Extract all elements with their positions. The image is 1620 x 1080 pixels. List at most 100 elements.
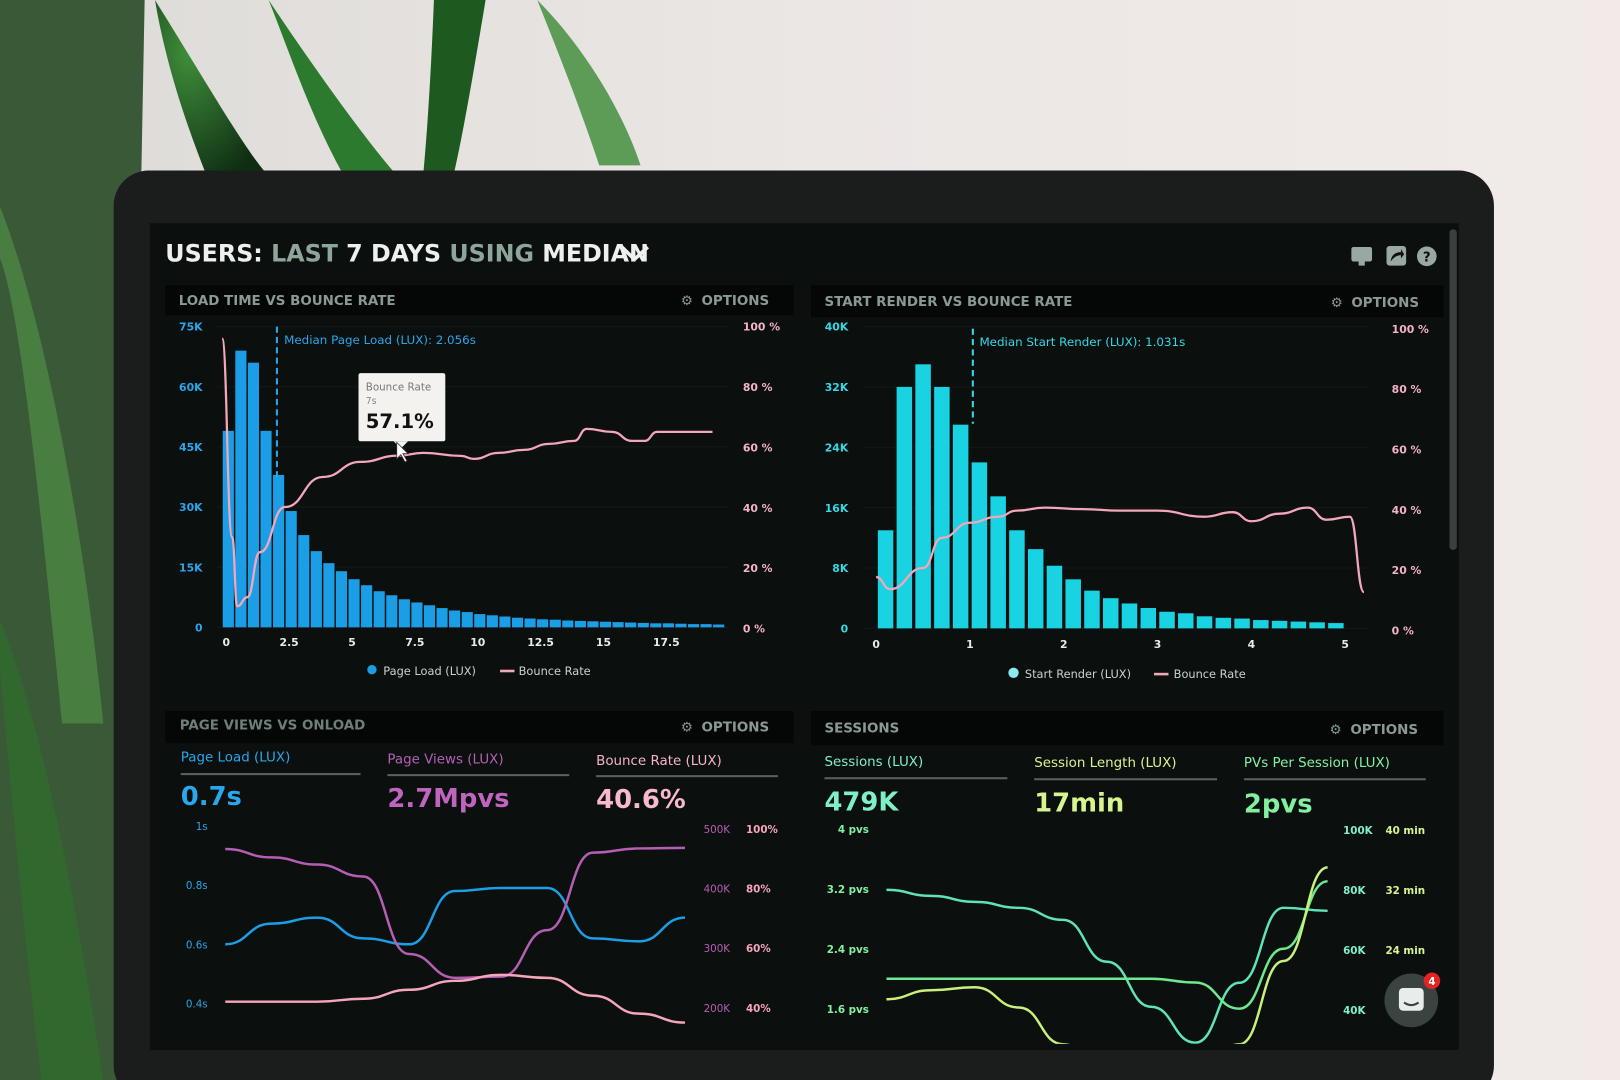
y-tick-right: 0 % xyxy=(743,622,765,635)
y-tick-right: 80 % xyxy=(1392,383,1422,396)
load-time-panel-header: LOAD TIME VS BOUNCE RATE ⚙ OPTIONS xyxy=(165,285,794,316)
y-tick-left: 45K xyxy=(179,441,203,454)
plant-leaves xyxy=(0,0,641,1080)
metric-bounce-rate[interactable]: Bounce Rate (LUX) 40.6% xyxy=(596,754,778,815)
y-tick-left: 4 pvs xyxy=(838,824,869,836)
gear-icon[interactable]: ⚙ xyxy=(1330,723,1342,738)
metric-label[interactable]: Session Length (LUX) xyxy=(1034,756,1176,771)
tooltip-title: Bounce Rate xyxy=(366,382,431,394)
help-icon[interactable]: ? xyxy=(1416,246,1437,267)
x-tick: 3 xyxy=(1154,638,1162,651)
metric-label[interactable]: Sessions (LUX) xyxy=(824,755,923,770)
legend-item[interactable]: Start Render (LUX) xyxy=(1025,667,1131,681)
legend-load-time: Page Load (LUX) Bounce Rate xyxy=(367,664,591,678)
x-tick: 12.5 xyxy=(527,636,554,649)
series-line xyxy=(886,866,1328,1044)
metric-pvs-per-session[interactable]: PVs Per Session (LUX) 2pvs xyxy=(1243,756,1426,819)
y-tick-left: 60K xyxy=(179,381,203,394)
y-tick-right: 20 % xyxy=(1392,564,1422,577)
histogram-bar xyxy=(386,595,398,628)
y-tick-right: 100 % xyxy=(743,321,780,334)
metric-label[interactable]: Page Load (LUX) xyxy=(181,751,291,766)
tooltip: Bounce Rate 7s 57.1% xyxy=(358,373,446,449)
histogram-bar xyxy=(348,579,360,628)
histogram-bar xyxy=(1215,617,1232,629)
series-line xyxy=(886,880,1328,1010)
histogram-bar xyxy=(562,620,574,628)
scrollbar-thumb[interactable] xyxy=(1449,229,1457,550)
chevron-down-icon[interactable] xyxy=(620,245,650,262)
y-tick-right: 40K xyxy=(1343,1005,1366,1017)
histogram-bar xyxy=(1140,607,1157,629)
share-icon[interactable] xyxy=(1386,245,1407,266)
options-button[interactable]: ⚙ OPTIONS xyxy=(681,721,769,736)
metric-page-views[interactable]: Page Views (LUX) 2.7Mpvs xyxy=(387,753,570,814)
options-button[interactable]: ⚙ OPTIONS xyxy=(1330,723,1418,738)
gear-icon[interactable]: ⚙ xyxy=(681,294,693,309)
histogram-bar xyxy=(877,530,894,629)
monitor-icon[interactable] xyxy=(1351,247,1373,266)
options-label[interactable]: OPTIONS xyxy=(1350,723,1418,738)
y-tick-left: 40K xyxy=(825,321,849,334)
histogram-bar xyxy=(411,602,423,628)
x-tick: 2 xyxy=(1060,638,1068,651)
gear-icon[interactable]: ⚙ xyxy=(1331,296,1343,311)
y-tick-left: 30K xyxy=(179,501,203,514)
histogram-bar xyxy=(222,430,234,628)
panel-title: START RENDER VS BOUNCE RATE xyxy=(824,295,1072,310)
options-button[interactable]: ⚙ OPTIONS xyxy=(681,294,769,309)
x-tick: 5 xyxy=(1341,638,1349,651)
histogram-bar xyxy=(398,599,410,628)
y-tick-left: 3.2 pvs xyxy=(827,884,869,896)
histogram-bar xyxy=(1065,579,1081,629)
metric-label[interactable]: Page Views (LUX) xyxy=(387,753,503,768)
histogram-bar xyxy=(1121,603,1138,629)
legend-item[interactable]: Page Load (LUX) xyxy=(383,664,476,678)
y-tick-right: 80 % xyxy=(743,381,773,394)
histogram-bar xyxy=(700,624,712,628)
metric-label[interactable]: PVs Per Session (LUX) xyxy=(1244,756,1390,771)
legend-item[interactable]: Bounce Rate xyxy=(1174,667,1246,681)
panel-title: PAGE VIEWS VS ONLOAD xyxy=(180,719,366,734)
histogram-bar xyxy=(247,362,260,628)
metric-sessions[interactable]: Sessions (LUX) 479K xyxy=(824,755,1008,817)
legend-dot xyxy=(367,665,377,675)
page-title[interactable]: USERS: LAST 7 DAYS USING MEDIAN xyxy=(165,239,649,267)
y-tick-right: 60K xyxy=(1343,945,1366,957)
histogram-bar xyxy=(1290,621,1307,629)
histogram-bar xyxy=(650,623,662,628)
histogram-bar xyxy=(1309,622,1325,629)
options-button[interactable]: ⚙ OPTIONS xyxy=(1331,296,1419,311)
histogram-bar xyxy=(915,364,931,629)
series-line xyxy=(225,973,685,1024)
metric-label[interactable]: Bounce Rate (LUX) xyxy=(596,754,722,769)
mouse-cursor-icon xyxy=(396,441,410,463)
page-views-panel-header: PAGE VIEWS VS ONLOAD ⚙ OPTIONS xyxy=(165,711,794,744)
chat-icon xyxy=(1398,988,1424,1011)
legend-item[interactable]: Bounce Rate xyxy=(519,664,591,678)
metric-page-load[interactable]: Page Load (LUX) 0.7s xyxy=(180,751,361,812)
histogram-bar xyxy=(461,612,473,628)
y-tick-right: 60 % xyxy=(743,441,773,454)
x-tick: 15 xyxy=(596,636,611,649)
options-label[interactable]: OPTIONS xyxy=(702,721,770,736)
histogram-bar xyxy=(971,462,988,629)
series-line xyxy=(225,846,685,980)
y-tick-right: 500K xyxy=(704,824,731,836)
y-tick-left: 2.4 pvs xyxy=(827,944,869,956)
bounce-rate-series xyxy=(875,506,1366,594)
legend-dot xyxy=(1008,667,1019,678)
options-label[interactable]: OPTIONS xyxy=(1351,296,1419,311)
histogram-bar xyxy=(524,618,536,628)
histogram-bar xyxy=(449,610,461,628)
metric-value: 40.6% xyxy=(596,785,686,815)
chat-button[interactable]: 4 xyxy=(1384,972,1441,1028)
options-label[interactable]: OPTIONS xyxy=(702,294,770,309)
histogram-bar xyxy=(285,511,297,628)
gear-icon[interactable]: ⚙ xyxy=(681,721,693,736)
sessions-chart: 1.6 pvs 2.4 pvs 3.2 pvs 4 pvs 40K 60K 80K 100K 2… xyxy=(827,824,1425,1044)
y-tick-left: 15K xyxy=(179,561,203,574)
histogram-bar xyxy=(486,615,498,628)
metric-session-length[interactable]: Session Length (LUX) 17min xyxy=(1034,756,1218,818)
histogram-bar xyxy=(637,622,649,628)
